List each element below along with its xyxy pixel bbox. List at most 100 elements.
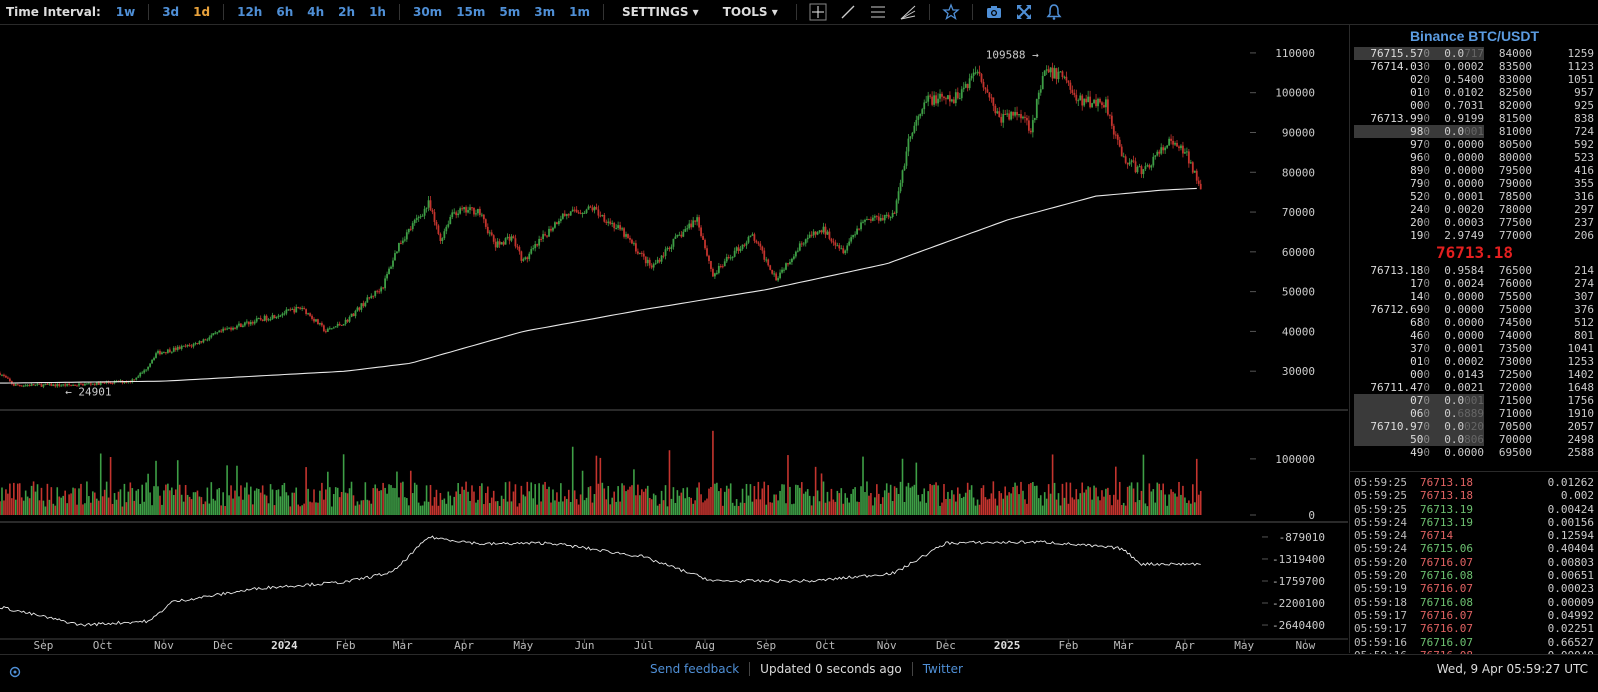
trendline-tool[interactable]	[838, 2, 858, 22]
orderbook-ask-row[interactable]: 190 2.9749 77000 206	[1350, 229, 1598, 242]
send-feedback-link[interactable]: Send feedback	[650, 662, 740, 676]
volume-bar	[204, 501, 207, 515]
interval-3d[interactable]: 3d	[162, 5, 180, 19]
candle-body	[1002, 113, 1005, 123]
candle-body	[556, 222, 558, 225]
price-chart[interactable]: 109588 →← 24901 110000100000900008000070…	[0, 25, 1348, 653]
candle-body	[1114, 134, 1117, 136]
interval-12h[interactable]: 12h	[237, 5, 263, 19]
candle-body	[554, 222, 556, 228]
volume-bar	[878, 493, 880, 515]
order-price-digit: 0	[1423, 164, 1430, 177]
settings-menu[interactable]: SETTINGS ▾	[610, 5, 711, 19]
orderbook-bid-row[interactable]: 070 0.0001 71500 1756	[1350, 394, 1598, 407]
interval-3m[interactable]: 3m	[534, 5, 556, 19]
orderbook-bid-row[interactable]: 76711.470 0.0021 72000 1648	[1350, 381, 1598, 394]
orderbook-bid-row[interactable]: 76710.970 0.0020 70500 2057	[1350, 420, 1598, 433]
depth-volume: 206	[1574, 229, 1594, 242]
candle-body	[58, 383, 61, 386]
orderbook-ask-row[interactable]: 890 0.0000 79500 416	[1350, 164, 1598, 177]
orderbook-bid-row[interactable]: 76712.690 0.0000 75000 376	[1350, 303, 1598, 316]
interval-15m[interactable]: 15m	[456, 5, 486, 19]
candle-body	[840, 248, 843, 250]
orderbook-ask-row[interactable]: 790 0.0000 79000 355	[1350, 177, 1598, 190]
volume-bar	[749, 484, 752, 515]
orderbook-bid-row[interactable]: 060 0.6889 71000 1910	[1350, 407, 1598, 420]
orderbook-ask-row[interactable]: 960 0.0000 80000 523	[1350, 151, 1598, 164]
screenshot-button[interactable]	[984, 2, 1004, 22]
interval-1d[interactable]: 1d	[193, 5, 211, 19]
candle-body	[601, 215, 604, 217]
orderbook-ask-row[interactable]: 970 0.0000 80500 592	[1350, 138, 1598, 151]
orderbook-bid-row[interactable]: 000 0.0143 72500 1402	[1350, 368, 1598, 381]
interval-1w[interactable]: 1w	[115, 5, 136, 19]
orderbook-ask-row[interactable]: 76713.990 0.9199 81500 838	[1350, 112, 1598, 125]
orderbook-bid-row[interactable]: 680 0.0000 74500 512	[1350, 316, 1598, 329]
volume-bar	[720, 488, 722, 515]
candle-body	[873, 216, 876, 218]
orderbook-ask-row[interactable]: 76714.030 0.0002 83500 1123	[1350, 60, 1598, 73]
orderbook-bid-row[interactable]: 490 0.0000 69500 2588	[1350, 446, 1598, 459]
candle-body	[686, 228, 689, 230]
orderbook-bid-row[interactable]: 76713.180 0.9584 76500 214	[1350, 264, 1598, 277]
volume-bar	[291, 492, 294, 515]
interval-5m[interactable]: 5m	[499, 5, 521, 19]
candle-body	[97, 381, 100, 385]
twitter-link[interactable]: Twitter	[922, 662, 963, 676]
candle-body	[810, 234, 813, 236]
orderbook-ask-row[interactable]: 020 0.5400 83000 1051	[1350, 73, 1598, 86]
volume-bar	[1000, 493, 1003, 515]
orderbook-bid-row[interactable]: 460 0.0000 74000 801	[1350, 329, 1598, 342]
alerts-button[interactable]	[1044, 2, 1064, 22]
orderbook-bid-row[interactable]: 140 0.0000 75500 307	[1350, 290, 1598, 303]
candle-body	[1176, 142, 1178, 147]
orderbook-ask-row[interactable]: 520 0.0001 78500 316	[1350, 190, 1598, 203]
volume-bar	[269, 484, 272, 515]
candle-body	[816, 232, 819, 235]
interval-6h[interactable]: 6h	[276, 5, 294, 19]
volume-bar	[431, 505, 434, 515]
depth-volume: 355	[1574, 177, 1594, 190]
horizontal-lines-tool[interactable]	[868, 2, 888, 22]
orderbook-ask-row[interactable]: 200 0.0003 77500 237	[1350, 216, 1598, 229]
orderbook-ask-row[interactable]: 010 0.0102 82500 957	[1350, 86, 1598, 99]
volume-bar	[573, 490, 576, 515]
interval-2h[interactable]: 2h	[338, 5, 356, 19]
interval-1h[interactable]: 1h	[369, 5, 386, 19]
interval-30m[interactable]: 30m	[412, 5, 443, 19]
orderbook-ask-row[interactable]: 76715.570 0.0717 84000 1259	[1350, 47, 1598, 60]
orderbook-ask-row[interactable]: 000 0.7031 82000 925	[1350, 99, 1598, 112]
volume-bar	[265, 495, 268, 515]
candle-body	[852, 234, 855, 238]
depth-level: 71500	[1498, 394, 1532, 407]
volume-bar	[1170, 489, 1172, 515]
volume-bar	[648, 497, 651, 515]
orderbook-ask-row[interactable]: 240 0.0020 78000 297	[1350, 203, 1598, 216]
order-quantity: 0.0102	[1444, 86, 1484, 99]
candle-body	[897, 191, 900, 201]
orderbook-bid-row[interactable]: 370 0.0001 73500 1041	[1350, 342, 1598, 355]
interval-1m[interactable]: 1m	[569, 5, 590, 19]
orderbook-bid-row[interactable]: 170 0.0024 76000 274	[1350, 277, 1598, 290]
orderbook-bid-row[interactable]: 010 0.0002 73000 1253	[1350, 355, 1598, 368]
tools-menu[interactable]: TOOLS ▾	[711, 5, 790, 19]
volume-bar	[595, 455, 598, 515]
fullscreen-button[interactable]	[1014, 2, 1034, 22]
orderbook-ask-row[interactable]: 980 0.0001 81000 724	[1350, 125, 1598, 138]
volume-bar	[123, 483, 126, 515]
orderbook-bid-row[interactable]: 500 0.0806 70000 2498	[1350, 433, 1598, 446]
volume-bar	[362, 500, 365, 515]
interval-4h[interactable]: 4h	[307, 5, 325, 19]
candle-body	[575, 209, 578, 213]
candle-body	[1195, 170, 1198, 181]
fan-tool[interactable]	[898, 2, 918, 22]
candle-body	[301, 307, 304, 309]
candle-body	[1187, 151, 1190, 164]
volume-bar	[309, 501, 311, 515]
volume-bar	[1099, 500, 1101, 515]
candle-body	[236, 325, 238, 329]
gear-icon[interactable]	[9, 666, 21, 678]
crosshair-tool[interactable]	[808, 2, 828, 22]
volume-bar	[32, 481, 35, 515]
favorite-button[interactable]	[941, 2, 961, 22]
